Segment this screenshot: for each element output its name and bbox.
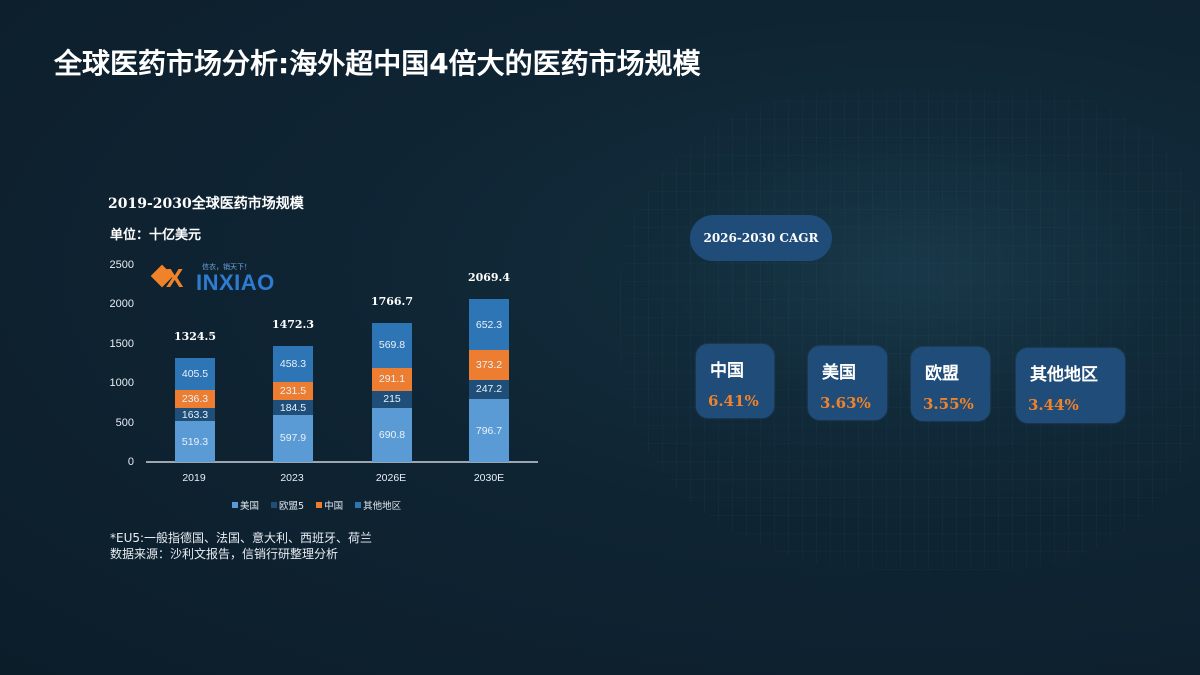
x-axis-line [146,461,538,463]
cagr-card-china: 中国 6.41% [696,344,774,418]
cagr-rate-value: 3.55% [923,395,974,413]
cagr-card-usa: 美国 3.63% [808,346,887,420]
bar-segment: 796.7 [469,399,509,462]
y-tick: 500 [115,417,134,429]
legend-item-other: 其他地区 [355,498,401,512]
cagr-region-label: 欧盟 [925,364,959,384]
bar-segment: 184.5 [273,400,313,415]
bar-segment: 652.3 [469,298,509,351]
bar-total-label: 2069.4 [467,270,511,284]
x-tick: 2026E [375,472,407,484]
chart-title: 2019-2030全球医药市场规模 [108,196,304,212]
bar-total-label: 1324.5 [173,329,217,343]
logo-mark: X [166,263,184,293]
cagr-rate-value: 3.63% [820,394,871,412]
bar-segment: 291.1 [372,367,412,391]
logo-slogan: 信衣，销天下！ [202,263,251,271]
cagr-region-label: 其他地区 [1030,365,1098,385]
data-source-note: 数据来源：沙利文报告，信销行研整理分析 [110,547,339,561]
x-tick: 2019 [182,472,206,484]
bar-segment: 373.2 [469,350,509,380]
y-tick: 1000 [109,377,134,389]
stacked-bar: 690.8 215 291.1 569.8 [372,322,412,462]
bar-segment: 690.8 [372,407,412,462]
legend-item-eu5: 欧盟5 [271,498,304,512]
logo-name: INXIAO [196,270,275,295]
cagr-rate-value: 6.41% [708,392,759,410]
stacked-bar: 519.3 163.3 236.3 405.5 [175,357,215,462]
chart-unit-label: 单位：十亿美元 [110,228,202,243]
legend-swatch [355,502,362,508]
bar-segment: 163.3 [175,408,215,422]
bar-segment: 231.5 [273,382,313,401]
bar-segment: 519.3 [175,421,215,462]
legend-swatch [232,502,238,508]
y-tick: 0 [127,456,134,468]
eu5-footnote: *EU5:一般指德国、法国、意大利、西班牙、荷兰 [110,531,373,545]
cagr-region-label: 中国 [710,361,744,381]
x-tick: 2023 [280,472,304,484]
legend-label: 美国 [240,501,260,512]
stacked-bar: 796.7 247.2 373.2 652.3 [469,298,509,462]
y-tick: 2000 [109,298,134,310]
bar-segment: 215 [372,390,412,408]
cagr-header-pill: 2026-2030 CAGR [690,215,832,261]
slide-title: 全球医药市场分析:海外超中国4倍大的医药市场规模 [54,47,701,80]
grid-texture-background [620,90,1200,570]
bar-segment: 458.3 [273,345,313,383]
cagr-region-label: 美国 [822,363,856,383]
legend-item-china: 中国 [316,498,343,512]
bar-segment: 405.5 [175,357,215,390]
legend-label: 中国 [324,501,344,512]
legend-item-usa: 美国 [232,498,259,512]
bar-segment: 569.8 [372,322,412,368]
y-tick: 2500 [109,259,134,271]
legend-label: 其他地区 [363,501,402,512]
bar-segment: 247.2 [469,379,509,400]
x-tick: 2030E [473,472,505,484]
chart-legend: 美国 欧盟5 中国 其他地区 [232,498,401,512]
bar-segment: 597.9 [273,414,313,462]
legend-label: 欧盟5 [279,501,305,512]
cagr-rate-value: 3.44% [1028,396,1079,414]
bar-segment: 236.3 [175,389,215,409]
cagr-card-other: 其他地区 3.44% [1016,348,1125,423]
bar-total-label: 1766.7 [370,294,414,308]
cagr-card-eu: 欧盟 3.55% [911,347,990,421]
legend-swatch [271,502,278,508]
y-tick: 1500 [109,338,134,350]
xinxiao-logo: X 信衣，销天下！ INXIAO [150,262,302,298]
legend-swatch [316,502,323,508]
bar-total-label: 1472.3 [271,317,315,331]
stacked-bar: 597.9 184.5 231.5 458.3 [273,345,313,462]
chart-notes: *EU5:一般指德国、法国、意大利、西班牙、荷兰 数据来源：沙利文报告，信销行研… [110,530,372,562]
